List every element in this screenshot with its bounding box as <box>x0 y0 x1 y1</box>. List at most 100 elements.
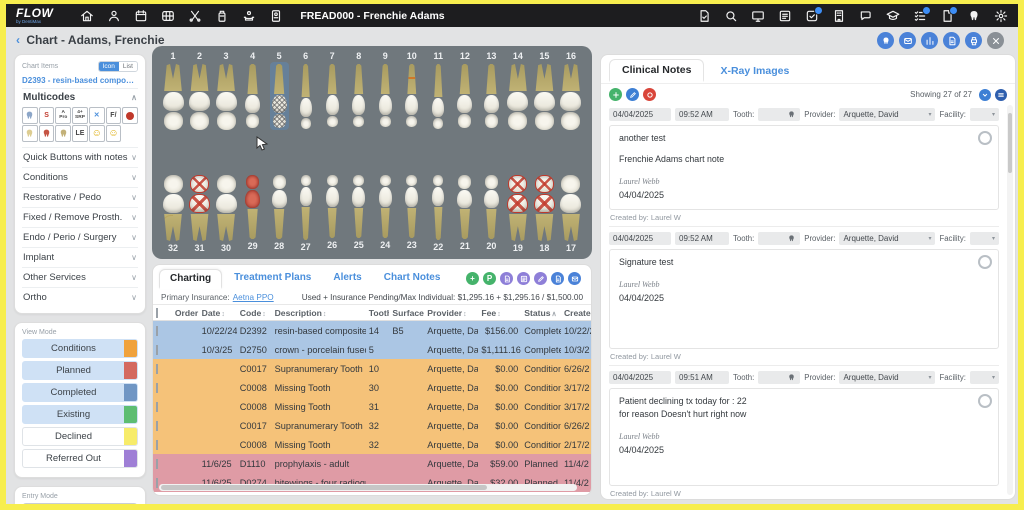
selected-code-link[interactable]: D2393 - resin-based composite - ... <box>22 76 138 85</box>
multicode-button-1[interactable] <box>22 107 38 124</box>
tooth-14[interactable]: 14 <box>505 51 531 132</box>
messages-icon[interactable] <box>859 9 873 23</box>
column-header-description[interactable]: Description↕ <box>274 307 327 318</box>
learning-icon[interactable] <box>886 9 900 23</box>
multicodes-header[interactable]: Multicodes ∧ <box>22 88 138 107</box>
note-provider-select[interactable]: Arquette, David ▾ <box>839 108 936 121</box>
sidebar-section-other-services[interactable]: Other Services ∨ <box>22 267 138 287</box>
tooth-21[interactable]: 21 <box>452 173 478 254</box>
insurance-link[interactable]: Aetna PPO <box>232 292 274 302</box>
column-header-created[interactable]: Created↕ <box>563 307 591 318</box>
row-checkbox[interactable] <box>156 325 158 336</box>
column-header-fee[interactable]: Fee↕ <box>481 307 501 318</box>
column-header-code[interactable]: Code↕ <box>239 307 266 318</box>
row-checkbox[interactable] <box>156 401 158 412</box>
note-facility-select[interactable]: ▾ <box>969 108 999 121</box>
toggle-list-option[interactable]: List <box>118 62 137 71</box>
note-time-field[interactable]: 09:52 AM <box>675 108 729 121</box>
view-mode-existing[interactable]: Existing <box>22 405 138 424</box>
tasks-icon[interactable] <box>805 5 823 23</box>
notes-icon[interactable] <box>940 5 958 23</box>
charting-action-4-button[interactable] <box>551 272 564 285</box>
note-facility-select[interactable]: ▾ <box>969 231 999 245</box>
claims-icon[interactable] <box>697 9 711 23</box>
note-facility-select[interactable]: ▾ <box>969 370 999 384</box>
row-checkbox[interactable] <box>156 439 158 450</box>
tooth-26[interactable]: 26 <box>319 173 345 254</box>
charting-action-5-button[interactable] <box>568 272 581 285</box>
toggle-icon-option[interactable]: Icon <box>98 62 119 71</box>
row-checkbox[interactable] <box>156 363 158 374</box>
tooth-4[interactable]: 4 <box>240 51 266 132</box>
view-mode-declined[interactable]: Declined <box>22 427 138 446</box>
imaging-icon[interactable] <box>751 9 765 23</box>
note-tooth-field[interactable] <box>758 231 801 245</box>
notes-scrollbar-thumb[interactable] <box>1008 113 1012 173</box>
column-header-tooth[interactable]: Tooth↕ <box>368 307 390 318</box>
orders-icon[interactable] <box>913 5 931 23</box>
add-note-button[interactable] <box>609 88 622 101</box>
tab-x-ray-images[interactable]: X-Ray Images <box>720 64 790 77</box>
note-date-field[interactable]: 04/04/2025 <box>609 231 671 245</box>
tooth-3[interactable]: 3 <box>213 51 239 132</box>
note-body[interactable]: another test Frenchie Adams chart note Lau… <box>609 125 999 210</box>
document-button[interactable] <box>943 32 960 49</box>
tab-alerts[interactable]: Alerts <box>333 271 362 283</box>
clinical-tools-icon[interactable] <box>188 9 202 23</box>
sidebar-section-conditions[interactable]: Conditions ∨ <box>22 167 138 187</box>
charting-action-3-button[interactable] <box>534 272 547 285</box>
scroll-down-button[interactable] <box>979 88 991 101</box>
multicode-button-4[interactable]: 4+ SRP <box>72 107 88 124</box>
rx-icon[interactable] <box>215 9 229 23</box>
note-date-field[interactable]: 04/04/2025 <box>609 108 671 121</box>
multicode-button-5[interactable]: ✕ <box>88 107 105 124</box>
tooth-32[interactable]: 32 <box>160 173 186 254</box>
close-button[interactable] <box>987 32 1004 49</box>
note-body[interactable]: Signature test Laurel Webb 04/04/2025 <box>609 248 999 349</box>
note-body[interactable]: Patient declining tx today for : 22 for r… <box>609 387 999 486</box>
charting-add-button[interactable]: + <box>466 272 479 285</box>
tooth-16[interactable]: 16 <box>558 51 584 132</box>
tab-chart-notes[interactable]: Chart Notes <box>383 271 441 283</box>
multicode-button-7[interactable] <box>122 107 138 124</box>
chart-button[interactable] <box>921 32 938 49</box>
notes-menu-button[interactable] <box>995 88 1007 101</box>
tooth-25[interactable]: 25 <box>346 173 372 254</box>
multicode-button-9[interactable] <box>38 125 55 142</box>
back-chevron-icon[interactable]: ‹ <box>16 33 20 47</box>
history-icon[interactable] <box>978 393 992 408</box>
column-header-order[interactable]: Order↕ <box>174 307 199 318</box>
multicode-button-6[interactable]: F/ <box>105 107 122 124</box>
tooth-24[interactable]: 24 <box>372 173 398 254</box>
tab-charting[interactable]: Charting <box>159 268 223 289</box>
note-date-field[interactable]: 04/04/2025 <box>609 370 671 384</box>
multicode-button-3[interactable]: A Pro <box>55 107 72 124</box>
view-mode-referred-out[interactable]: Referred Out <box>22 449 138 468</box>
tooth-grid-icon[interactable] <box>161 9 175 23</box>
note-tooth-field[interactable] <box>758 370 801 384</box>
tooth-15[interactable]: 15 <box>531 51 557 132</box>
tooth-1[interactable]: 1 <box>160 51 186 132</box>
column-header-surfaces[interactable]: Surfaces↕ <box>392 307 424 318</box>
charting-action-2-button[interactable] <box>517 272 530 285</box>
multicode-button-11[interactable]: LE <box>72 125 88 142</box>
tooth-30[interactable]: 30 <box>213 173 239 254</box>
tooth-28[interactable]: 28 <box>266 173 292 254</box>
row-checkbox[interactable] <box>156 382 158 393</box>
sidebar-section-endo-perio-surgery[interactable]: Endo / Perio / Surgery ∨ <box>22 227 138 247</box>
edit-note-button[interactable] <box>626 88 639 101</box>
schedule-icon[interactable] <box>134 9 148 23</box>
tooth-29[interactable]: 29 <box>240 173 266 254</box>
tooth-17[interactable]: 17 <box>558 173 584 254</box>
row-checkbox[interactable] <box>156 344 158 355</box>
tab-treatment-plans[interactable]: Treatment Plans <box>234 271 312 283</box>
scrollbar-thumb[interactable] <box>161 485 488 490</box>
multicode-button-13[interactable]: ☺ <box>105 125 122 142</box>
note-time-field[interactable]: 09:51 AM <box>675 370 729 384</box>
sidebar-section-ortho[interactable]: Ortho ∨ <box>22 287 138 307</box>
